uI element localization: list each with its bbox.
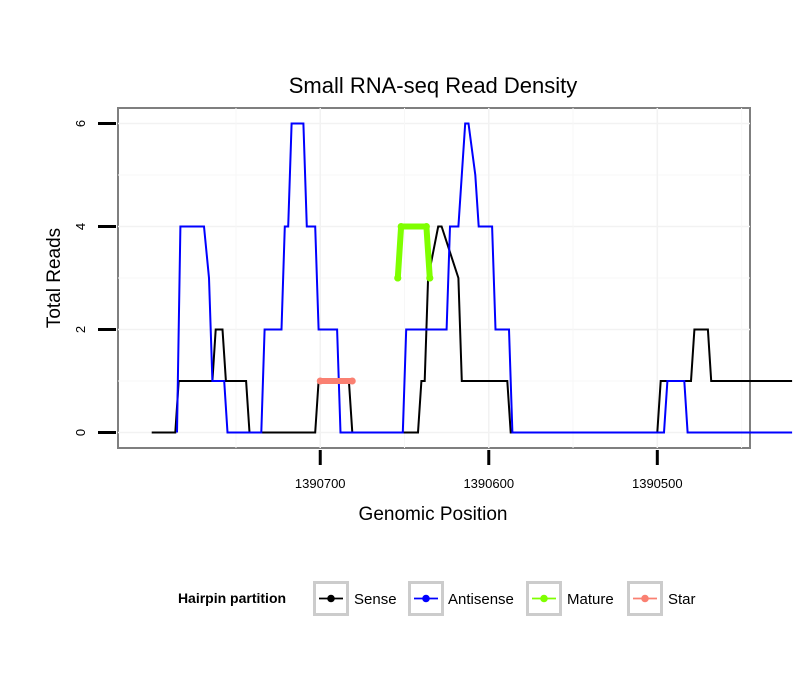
series-antisense bbox=[176, 122, 793, 434]
axes: 0 2 4 6 1390700 1390600 1390500 bbox=[73, 120, 683, 491]
y-tick-label: 6 bbox=[73, 120, 88, 127]
chart-title: Small RNA-seq Read Density bbox=[289, 73, 578, 98]
data-point-mature bbox=[394, 274, 402, 282]
legend: Hairpin partition Sense Antisense Mature St… bbox=[178, 581, 696, 616]
legend-item-sense: Sense bbox=[313, 581, 397, 616]
x-axis-label: Genomic Position bbox=[359, 504, 508, 525]
legend-title: Hairpin partition bbox=[178, 590, 286, 606]
legend-label-sense: Sense bbox=[354, 591, 397, 608]
y-tick-label: 2 bbox=[73, 326, 88, 333]
series-line-antisense bbox=[176, 122, 793, 434]
legend-item-star: Star bbox=[627, 581, 696, 616]
y-tick-label: 4 bbox=[73, 223, 88, 230]
series-star bbox=[316, 377, 356, 385]
data-point-mature bbox=[426, 274, 434, 282]
series-mature bbox=[394, 222, 434, 282]
legend-label-mature: Mature bbox=[567, 591, 614, 608]
x-tick-label: 1390700 bbox=[295, 476, 346, 491]
legend-key-dot-sense bbox=[327, 594, 335, 603]
y-tick-label: 0 bbox=[73, 429, 88, 436]
legend-item-mature: Mature bbox=[526, 581, 614, 616]
y-axis-label: Total Reads bbox=[44, 228, 65, 328]
series-layer bbox=[151, 122, 793, 434]
data-point-mature bbox=[397, 222, 405, 230]
data-point-star bbox=[348, 377, 356, 385]
x-tick-label: 1390600 bbox=[463, 476, 514, 491]
legend-label-antisense: Antisense bbox=[448, 591, 514, 608]
legend-key-dot-mature bbox=[540, 594, 548, 603]
series-line-mature bbox=[394, 223, 433, 281]
legend-item-antisense: Antisense bbox=[408, 581, 514, 616]
legend-key-dot-antisense bbox=[422, 594, 430, 603]
data-point-star bbox=[316, 377, 324, 385]
legend-key-dot-star bbox=[641, 594, 649, 603]
legend-label-star: Star bbox=[668, 591, 696, 608]
data-point-mature bbox=[422, 222, 430, 230]
x-tick-label: 1390500 bbox=[632, 476, 683, 491]
